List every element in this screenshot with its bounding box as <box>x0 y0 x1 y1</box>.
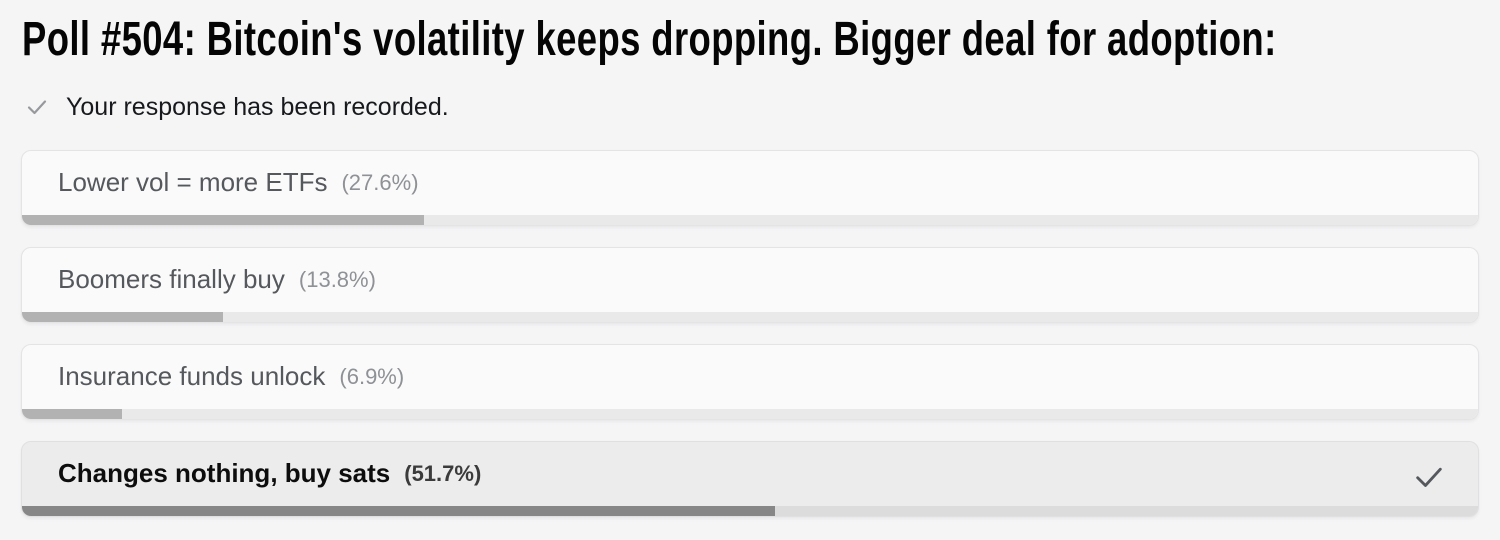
option-percent: (27.6%) <box>341 169 419 195</box>
option-bar-fill <box>22 408 123 419</box>
poll-option[interactable]: Insurance funds unlock (6.9%) <box>21 343 1479 420</box>
poll-option[interactable]: Changes nothing, buy sats (51.7%) <box>21 440 1479 517</box>
page-title: Poll #504: Bitcoin's volatility keeps dr… <box>22 13 1277 66</box>
selected-check-icon <box>1412 460 1446 499</box>
option-row-content: Lower vol = more ETFs (27.6%) <box>22 151 1478 215</box>
option-label: Lower vol = more ETFs <box>58 167 328 198</box>
poll-option[interactable]: Boomers finally buy (13.8%) <box>21 246 1479 323</box>
option-result-bar <box>22 311 1478 322</box>
poll-option[interactable]: Lower vol = more ETFs (27.6%) <box>21 149 1479 226</box>
option-bar-fill <box>22 214 424 225</box>
option-result-bar <box>22 505 1478 516</box>
option-bar-fill <box>22 311 223 322</box>
option-row-content: Insurance funds unlock (6.9%) <box>22 345 1478 409</box>
option-label: Changes nothing, buy sats <box>58 458 391 489</box>
poll-widget: Poll #504: Bitcoin's volatility keeps dr… <box>21 13 1479 517</box>
option-label: Insurance funds unlock <box>58 361 326 392</box>
status-message: Your response has been recorded. <box>66 92 449 121</box>
check-icon <box>25 95 49 119</box>
status-message-row: Your response has been recorded. <box>25 93 1479 122</box>
poll-options-list: Lower vol = more ETFs (27.6%) Boomers fi… <box>21 149 1479 517</box>
option-row-content: Changes nothing, buy sats (51.7%) <box>22 442 1478 506</box>
option-percent: (51.7%) <box>404 460 482 486</box>
option-percent: (13.8%) <box>298 266 376 292</box>
option-bar-fill <box>22 505 775 516</box>
option-result-bar <box>22 214 1478 225</box>
option-label: Boomers finally buy <box>58 264 285 295</box>
option-result-bar <box>22 408 1478 419</box>
option-percent: (6.9%) <box>339 363 405 389</box>
option-row-content: Boomers finally buy (13.8%) <box>22 248 1478 312</box>
